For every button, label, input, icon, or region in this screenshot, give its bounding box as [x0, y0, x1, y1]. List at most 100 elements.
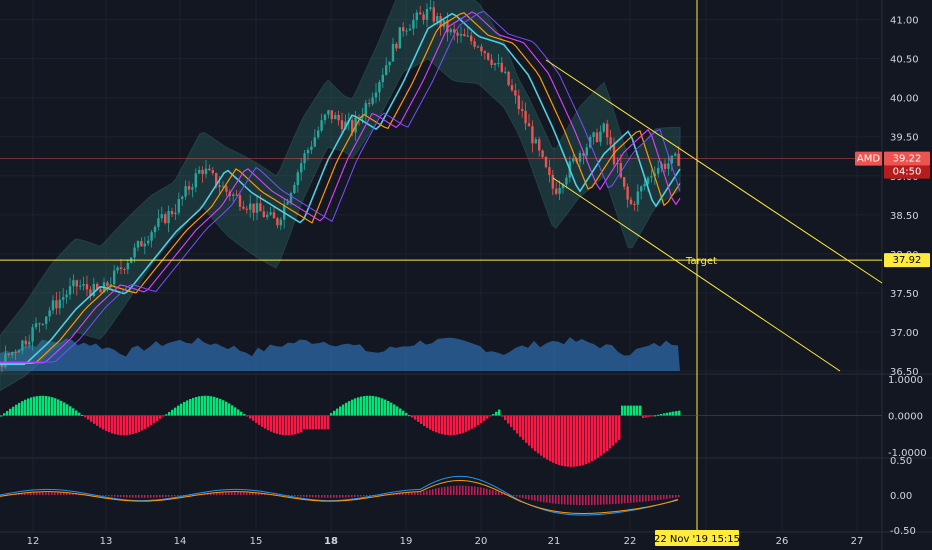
candle-body [28, 341, 31, 345]
oscillator-bar [3, 413, 6, 416]
macd-histogram-bar [144, 495, 146, 498]
candle-body [388, 61, 391, 66]
oscillator-bar [213, 396, 216, 416]
oscillator-bar [408, 415, 411, 417]
channel-upper-line[interactable] [545, 59, 883, 284]
oscillator-bar [555, 415, 558, 464]
macd-histogram-bar [624, 495, 626, 504]
macd-histogram-bar [660, 495, 662, 500]
macd-histogram-bar [120, 495, 122, 498]
oscillator-bar [285, 415, 288, 436]
macd-histogram-bar [642, 495, 644, 502]
macd-histogram-bar [279, 494, 281, 496]
oscillator-bar [54, 398, 57, 416]
macd-histogram-bar [552, 495, 554, 504]
oscillator-bar [402, 410, 405, 416]
candle-body [572, 158, 575, 162]
candle-body [85, 284, 89, 290]
macd-histogram-bar [426, 490, 428, 495]
candle-body [4, 353, 7, 368]
symbol-badge-text: AMD [857, 154, 880, 165]
oscillator-bar [123, 415, 126, 436]
oscillator-bar [42, 395, 45, 416]
oscillator-bar [666, 412, 669, 416]
macd-histogram-bar [666, 495, 668, 499]
oscillator-bar [351, 399, 354, 416]
macd-histogram-bar [90, 494, 92, 496]
oscillator-bar [33, 396, 36, 416]
crosshair-time-badge [655, 530, 739, 546]
oscillator-bar [165, 414, 168, 416]
macd-histogram-bar [477, 486, 479, 495]
macd-histogram-bar [672, 495, 674, 499]
macd-histogram-bar [507, 494, 509, 496]
candle-body [286, 202, 289, 205]
macd-histogram-bar [297, 495, 299, 497]
candle-body [602, 123, 605, 132]
candle-body [153, 226, 157, 233]
oscillator-bar [51, 397, 54, 416]
target-price-badge-text: 37.92 [893, 255, 922, 266]
macd-histogram-bar [39, 492, 41, 495]
oscillator-bar [570, 415, 573, 467]
macd-histogram-bar [570, 495, 572, 505]
oscillator-bar [36, 396, 39, 416]
candle-body [487, 53, 490, 60]
candle-body [385, 65, 388, 75]
macd-histogram-bar [327, 495, 329, 498]
candle-body [289, 193, 293, 203]
oscillator-bar [99, 415, 102, 428]
time-axis-tick: 19 [400, 536, 413, 547]
oscillator-bar [252, 415, 255, 421]
oscillator-bar [258, 415, 261, 425]
price-axis-tick: 40.00 [890, 94, 919, 105]
trend-channel[interactable] [0, 0, 883, 532]
candle-body [374, 92, 378, 98]
macd-histogram-bar [135, 495, 137, 498]
macd-histogram-bar [594, 495, 596, 505]
candle-body [578, 153, 582, 162]
candle-body [238, 195, 242, 207]
oscillator-bar [591, 415, 594, 462]
candle-body [99, 289, 102, 293]
candle-body [68, 286, 72, 295]
candle-body [466, 35, 469, 37]
oscillator-axis-tick: 0.0000 [888, 412, 923, 423]
macd-histogram-bar [18, 493, 20, 495]
oscillator-bar [102, 415, 105, 430]
oscillator-bar [423, 415, 426, 427]
time-axis-tick: 15 [250, 536, 263, 547]
candle-body [147, 240, 150, 244]
macd-histogram-bar [621, 495, 623, 504]
oscillator-bar [15, 404, 18, 416]
oscillator-bar [672, 411, 675, 416]
candle-body [181, 196, 184, 200]
candle-body [412, 20, 415, 29]
candle-body [524, 110, 527, 124]
oscillator-bar [462, 415, 465, 433]
macd-histogram-bar [24, 492, 26, 495]
macd-histogram-bar [69, 492, 71, 495]
oscillator-bar [186, 400, 189, 416]
oscillator-bar [516, 415, 519, 434]
oscillator-bar [348, 401, 351, 416]
macd-histogram-bar [141, 495, 143, 498]
oscillator-bar [309, 415, 312, 430]
candle-body [24, 340, 27, 345]
candle-body [306, 149, 310, 154]
oscillator-bar [249, 415, 252, 419]
macd-histogram-bar [207, 493, 209, 495]
oscillator-bar [531, 415, 534, 449]
oscillator-bar [273, 415, 276, 433]
macd-histogram-bar [126, 495, 128, 498]
oscillator-bar [519, 415, 522, 437]
candle-body [677, 153, 680, 166]
macd-histogram-bar [522, 495, 524, 499]
oscillator-bar [444, 415, 447, 435]
last-price-badge [884, 151, 930, 166]
macd-histogram-bar [231, 492, 233, 495]
candle-body [300, 163, 303, 173]
macd-histogram-bar [54, 492, 56, 495]
